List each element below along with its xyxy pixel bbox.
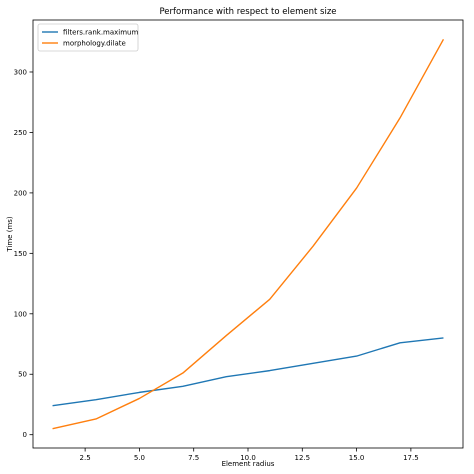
y-tick-label: 300 [14,68,27,76]
y-tick-label: 0 [23,431,27,439]
x-axis-label: Element radius [222,460,275,468]
y-axis-label: Time (ms) [6,216,14,253]
series-line-filters-rank-maximum [52,337,444,407]
y-tick-label: 50 [18,371,27,379]
plot-area [32,19,464,449]
x-tick-label: 5.0 [134,454,145,462]
y-tick-label: 150 [14,250,27,258]
x-axis: 2.5 5.0 7.5 10.0 12.5 15.0 17.5 [80,448,419,462]
legend: filters.rank.maximum morphology.dilate [37,23,139,52]
series-line-morphology-dilate [52,39,445,430]
x-tick-label: 10.0 [240,454,256,462]
y-tick-label: 100 [14,310,27,318]
x-tick-label: 17.5 [403,454,419,462]
chart-title: Performance with respect to element size [159,7,336,17]
legend-box [37,23,139,52]
legend-label: morphology.dilate [63,40,126,48]
y-tick-label: 250 [14,129,27,137]
x-tick-label: 12.5 [294,454,310,462]
x-tick-label: 7.5 [188,454,199,462]
legend-label: filters.rank.maximum [63,29,138,37]
x-tick-label: 15.0 [349,454,365,462]
y-axis: 0 50 100 150 200 250 300 [14,68,33,439]
series-lines [52,39,445,430]
x-tick-label: 2.5 [80,454,91,462]
y-tick-label: 200 [14,189,27,197]
